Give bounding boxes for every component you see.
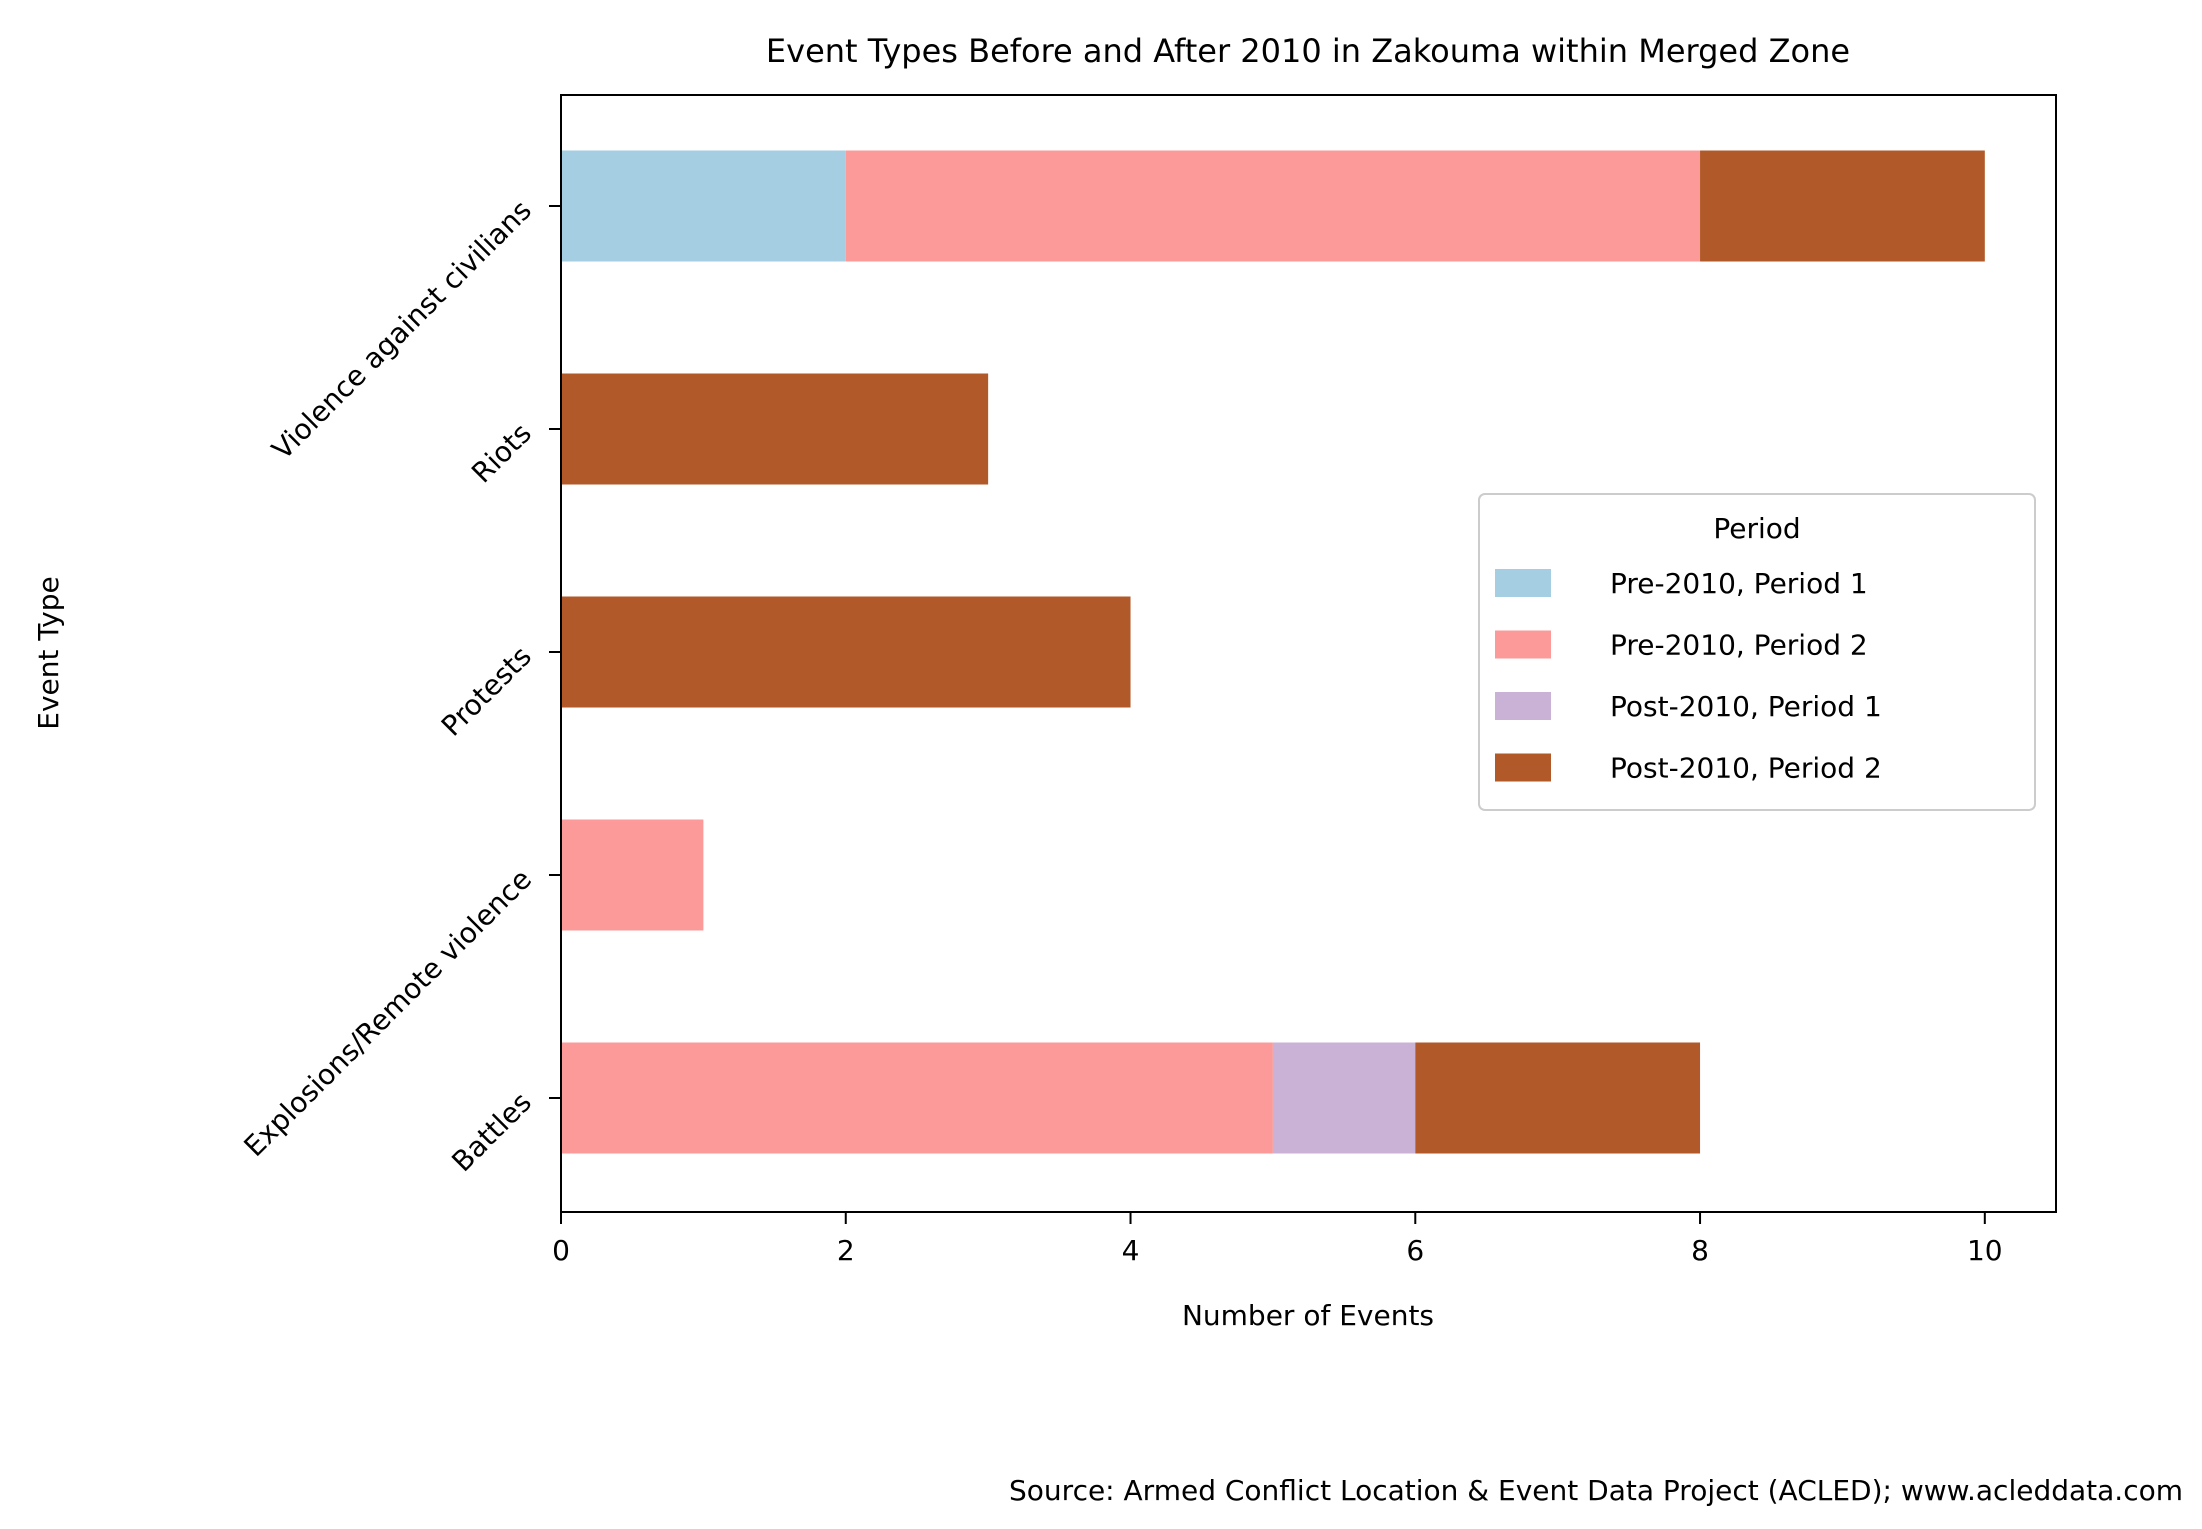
legend-swatch-series-2 [1495, 630, 1551, 659]
bar-battles-series-4 [1415, 1042, 1701, 1154]
legend-label-series-4: Post-2010, Period 2 [1610, 752, 1882, 785]
legend-label-series-1: Pre-2010, Period 1 [1610, 567, 1868, 600]
source-note: Source: Armed Conflict Location & Event … [1009, 1474, 2183, 1507]
bar-violence-against-civilians-series-1 [561, 150, 846, 262]
x-tick-label: 0 [552, 1234, 570, 1267]
legend-swatch-series-3 [1495, 692, 1551, 720]
x-ticks-group: 0 2 4 6 8 10 [552, 1212, 2003, 1267]
legend-label-series-2: Pre-2010, Period 2 [1610, 629, 1868, 662]
x-tick-label: 8 [1691, 1234, 1709, 1267]
y-tick-label-violence-against-civilians: Violence against civilians [265, 194, 538, 467]
y-tick-label-battles: Battles [445, 1086, 538, 1179]
x-tick-label: 2 [837, 1234, 855, 1267]
bar-battles-series-3 [1272, 1042, 1416, 1154]
x-tick-label: 6 [1406, 1234, 1424, 1267]
legend-title: Period [1713, 512, 1800, 545]
legend-label-series-3: Post-2010, Period 1 [1610, 690, 1882, 723]
legend-entries: Pre-2010, Period 1 Pre-2010, Period 2 Post… [1495, 567, 1882, 785]
bar-riots-series-4 [561, 373, 989, 485]
bar-explosions-remote-violence-series-2 [561, 819, 704, 931]
legend-frame [1478, 493, 2036, 811]
bar-battles-series-2 [561, 1042, 1273, 1154]
x-axis-label: Number of Events [1182, 1299, 1434, 1332]
y-axis-label: Event Type [32, 576, 65, 729]
bars-group [561, 150, 1985, 1154]
legend-swatch-series-4 [1495, 753, 1551, 782]
plot-frame [560, 94, 2057, 1213]
x-tick-label: 10 [1967, 1234, 2003, 1267]
y-tick-label-riots: Riots [465, 417, 538, 490]
x-tick-label: 4 [1122, 1234, 1140, 1267]
legend-swatch-series-1 [1495, 569, 1551, 597]
chart-title: Event Types Before and After 2010 in Zak… [766, 32, 1850, 70]
bar-protests-series-4 [561, 596, 1131, 708]
y-tick-label-protests: Protests [435, 640, 538, 743]
bar-violence-against-civilians-series-2 [845, 150, 1701, 262]
bar-violence-against-civilians-series-4 [1700, 150, 1985, 262]
